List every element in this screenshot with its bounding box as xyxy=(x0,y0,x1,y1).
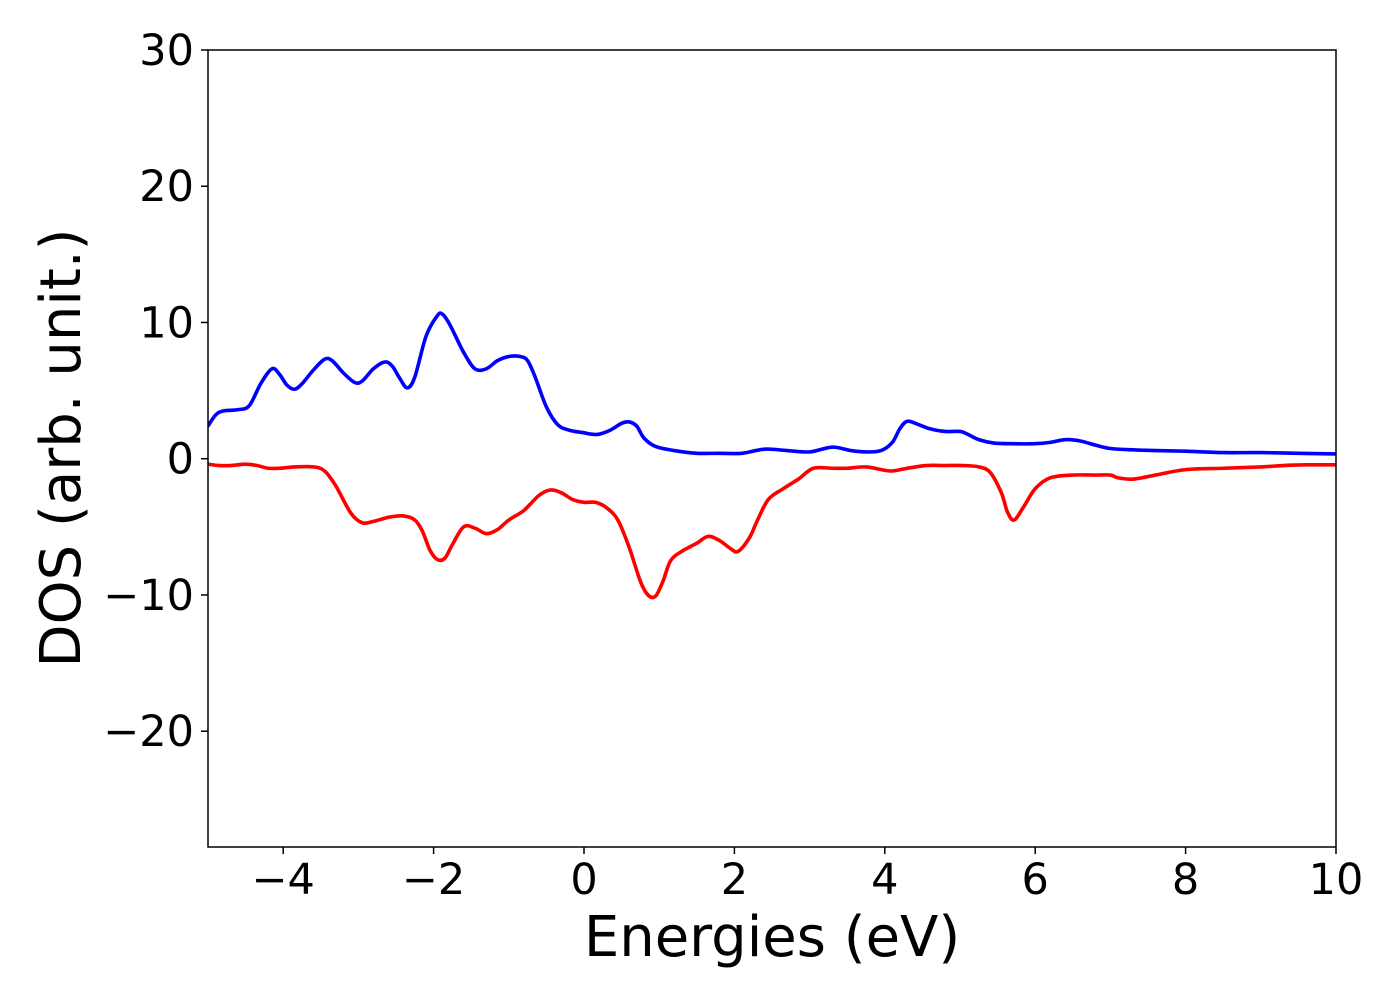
series-line-blue xyxy=(208,311,1336,456)
y-tick-label: 10 xyxy=(139,298,194,348)
y-tick-label: 0 xyxy=(167,435,194,485)
x-tick-label: 8 xyxy=(1172,855,1199,905)
y-axis-ticks: 30 20 10 0 −10 −20 xyxy=(103,26,208,757)
plot-frame xyxy=(207,49,1337,848)
x-tick-label: −2 xyxy=(402,855,465,905)
x-axis-label: Energies (eV) xyxy=(584,905,960,970)
x-tick-label: 6 xyxy=(1022,855,1049,905)
series-layer xyxy=(208,311,1336,600)
y-tick-label: 20 xyxy=(139,162,194,212)
y-tick-label: 30 xyxy=(139,26,194,76)
x-tick-label: 2 xyxy=(721,855,748,905)
x-axis-ticks: −4 −2 0 2 4 6 8 10 xyxy=(252,847,1364,905)
y-tick-label: −10 xyxy=(103,571,194,621)
x-tick-label: 0 xyxy=(570,855,597,905)
series-line-red xyxy=(208,462,1336,600)
x-tick-label: −4 xyxy=(252,855,315,905)
x-tick-label: 10 xyxy=(1309,855,1364,905)
y-tick-label: −20 xyxy=(103,707,194,757)
x-tick-label: 4 xyxy=(871,855,898,905)
y-axis-label: DOS (arb. unit.) xyxy=(29,228,94,667)
